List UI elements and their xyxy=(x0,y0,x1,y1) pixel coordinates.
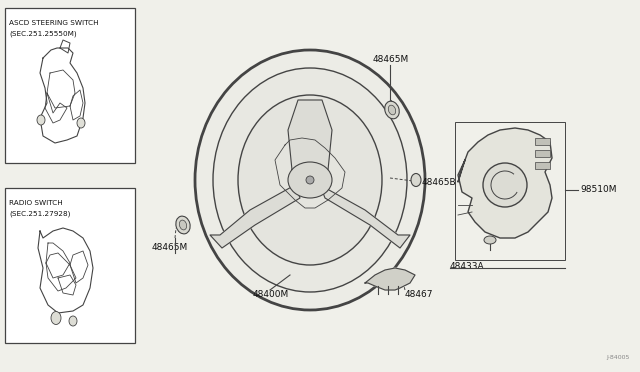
Circle shape xyxy=(483,163,527,207)
Text: (SEC.251.27928): (SEC.251.27928) xyxy=(9,210,70,217)
Text: 48465B: 48465B xyxy=(422,178,456,187)
Ellipse shape xyxy=(238,95,382,265)
Bar xyxy=(535,138,550,145)
Text: (SEC.251.25550M): (SEC.251.25550M) xyxy=(9,30,77,36)
Bar xyxy=(535,150,550,157)
Circle shape xyxy=(306,176,314,184)
Ellipse shape xyxy=(77,118,85,128)
Text: 48465M: 48465M xyxy=(373,55,409,64)
Ellipse shape xyxy=(51,311,61,324)
Ellipse shape xyxy=(484,236,496,244)
Ellipse shape xyxy=(195,50,425,310)
Polygon shape xyxy=(210,185,300,248)
Text: ASCD STEERING SWITCH: ASCD STEERING SWITCH xyxy=(9,20,99,26)
Ellipse shape xyxy=(37,115,45,125)
Ellipse shape xyxy=(176,216,190,234)
Polygon shape xyxy=(288,100,332,170)
Text: 48400M: 48400M xyxy=(253,290,289,299)
Text: J-84005: J-84005 xyxy=(607,355,630,360)
Polygon shape xyxy=(365,268,415,290)
Ellipse shape xyxy=(385,101,399,119)
Text: RADIO SWITCH: RADIO SWITCH xyxy=(9,200,63,206)
Ellipse shape xyxy=(179,220,187,230)
Ellipse shape xyxy=(213,68,407,292)
Polygon shape xyxy=(320,185,410,248)
Ellipse shape xyxy=(388,105,396,115)
Ellipse shape xyxy=(288,162,332,198)
Text: 48467: 48467 xyxy=(405,290,433,299)
Ellipse shape xyxy=(411,173,421,186)
Bar xyxy=(5,8,135,163)
Polygon shape xyxy=(458,128,552,238)
Bar xyxy=(5,188,135,343)
Bar xyxy=(455,122,565,260)
Text: 48433A: 48433A xyxy=(450,262,484,271)
Text: 98510M: 98510M xyxy=(580,185,616,194)
Text: 48465M: 48465M xyxy=(152,243,188,252)
Bar xyxy=(535,162,550,169)
Ellipse shape xyxy=(69,316,77,326)
